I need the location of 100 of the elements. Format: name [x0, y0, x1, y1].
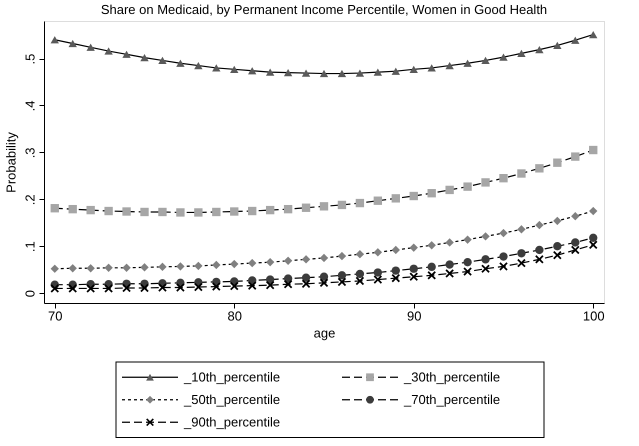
point [481, 255, 490, 264]
point [212, 208, 220, 216]
point [212, 282, 220, 291]
point [140, 263, 149, 272]
point [302, 273, 310, 282]
y-tick-label: .1 [22, 241, 38, 252]
point [50, 204, 59, 212]
point [158, 208, 167, 216]
point [266, 206, 274, 214]
point [194, 262, 203, 270]
legend-label: _70th_percentile [403, 392, 500, 407]
point [122, 264, 131, 272]
point [428, 262, 436, 272]
point [589, 146, 598, 154]
point [463, 258, 472, 266]
point [589, 240, 598, 249]
point [122, 50, 131, 58]
point [517, 50, 526, 57]
chart-title: Share on Medicaid, by Permanent Income Percentile, Women in Good Health [100, 2, 548, 17]
point [230, 207, 238, 216]
point [374, 68, 382, 76]
point [158, 56, 167, 64]
point [428, 189, 436, 198]
point [176, 208, 185, 217]
point [338, 278, 346, 286]
point [266, 68, 274, 76]
point [104, 284, 113, 293]
point [194, 208, 203, 217]
y-tick-label: .3 [22, 147, 38, 158]
point [140, 54, 149, 62]
point [571, 238, 580, 247]
point [535, 220, 544, 230]
point [499, 228, 508, 238]
x-tick-label: 80 [228, 308, 242, 324]
point [481, 264, 490, 273]
point [302, 280, 310, 288]
point [589, 30, 598, 38]
point [445, 269, 454, 278]
point [248, 258, 256, 268]
point [553, 42, 562, 50]
point [553, 250, 562, 260]
point [140, 284, 149, 292]
y-tick-label: .5 [22, 54, 38, 64]
point [356, 270, 364, 278]
point [284, 256, 292, 265]
point [571, 212, 580, 220]
point [481, 178, 490, 187]
point [104, 206, 113, 216]
point [589, 234, 598, 242]
point [284, 204, 292, 214]
point [356, 69, 364, 77]
point [104, 264, 113, 272]
point [248, 67, 256, 74]
point [212, 64, 220, 72]
point [374, 275, 382, 284]
point [553, 158, 562, 167]
point [176, 262, 185, 271]
point [140, 208, 149, 216]
point [68, 40, 77, 48]
point [356, 198, 364, 208]
point [338, 271, 346, 280]
point [68, 204, 77, 214]
point [302, 69, 310, 77]
legend-label: _90th_percentile [183, 414, 280, 430]
point [481, 56, 490, 64]
point [320, 272, 328, 281]
point [284, 68, 292, 76]
point [463, 60, 472, 67]
y-axis-title: Probability [4, 132, 18, 193]
point [356, 276, 364, 286]
point [194, 62, 203, 70]
point [445, 186, 454, 194]
point [517, 258, 526, 268]
point [571, 152, 580, 161]
point [535, 164, 544, 173]
point [86, 264, 95, 272]
legend-label: _50th_percentile [183, 392, 280, 407]
point [248, 281, 256, 290]
point [589, 206, 598, 216]
point [104, 47, 113, 55]
point [499, 252, 508, 261]
point [499, 54, 508, 61]
point [338, 252, 346, 260]
point [266, 258, 274, 266]
point [463, 182, 472, 191]
point [122, 207, 131, 216]
point [230, 260, 238, 268]
point [320, 70, 328, 78]
point [86, 284, 95, 293]
x-tick-label: 70 [48, 308, 63, 324]
y-tick-label: .4 [22, 100, 38, 112]
point [553, 216, 562, 226]
point [320, 202, 328, 211]
point [374, 248, 382, 257]
point [338, 200, 346, 210]
point [410, 192, 418, 200]
point [68, 284, 77, 293]
point [445, 62, 454, 70]
point [50, 36, 59, 44]
point [571, 246, 580, 254]
